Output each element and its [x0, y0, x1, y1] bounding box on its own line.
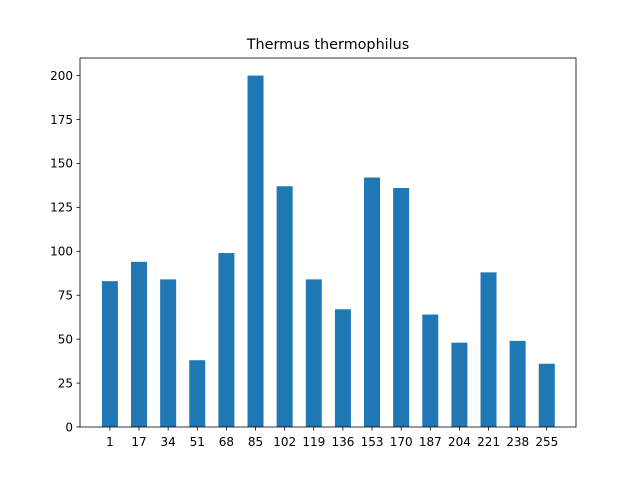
bar-34	[160, 279, 177, 427]
y-tick-label-100: 100	[50, 245, 73, 259]
y-tick-label-50: 50	[58, 332, 73, 346]
bar-238	[509, 340, 526, 427]
bar-1	[101, 281, 118, 427]
x-tick-label-51: 51	[190, 435, 205, 449]
x-tick-label-136: 136	[331, 435, 354, 449]
y-tick-label-0: 0	[65, 420, 73, 434]
bar-170	[393, 188, 410, 427]
chart-title: Thermus thermophilus	[246, 37, 410, 53]
bar-68	[218, 253, 235, 427]
bar-102	[276, 186, 293, 427]
x-tick-label-1: 1	[106, 435, 114, 449]
bar-221	[480, 272, 497, 427]
x-tick-label-17: 17	[131, 435, 146, 449]
x-tick-label-187: 187	[419, 435, 442, 449]
bar-255	[538, 363, 555, 427]
bar-187	[422, 314, 439, 427]
x-tick-label-204: 204	[448, 435, 471, 449]
y-tick-label-125: 125	[50, 201, 73, 215]
x-tick-label-34: 34	[161, 435, 176, 449]
y-tick-label-25: 25	[58, 376, 73, 390]
x-tick-label-68: 68	[219, 435, 234, 449]
bar-51	[189, 360, 206, 427]
bar-17	[131, 261, 148, 427]
bar-136	[334, 309, 351, 427]
y-tick-label-75: 75	[58, 289, 73, 303]
bar-204	[451, 342, 468, 427]
x-tick-label-238: 238	[506, 435, 529, 449]
x-tick-label-221: 221	[477, 435, 500, 449]
bar-119	[305, 279, 322, 427]
x-tick-label-119: 119	[302, 435, 325, 449]
y-tick-label-175: 175	[50, 113, 73, 127]
x-tick-label-170: 170	[390, 435, 413, 449]
bar-85	[247, 75, 264, 427]
plot-frame	[79, 57, 577, 428]
x-tick-label-85: 85	[248, 435, 263, 449]
y-tick-label-150: 150	[50, 157, 73, 171]
x-tick-label-102: 102	[273, 435, 296, 449]
bars-layer	[101, 75, 555, 427]
x-tick-label-255: 255	[535, 435, 558, 449]
bar-153	[364, 177, 381, 427]
y-tick-label-200: 200	[50, 69, 73, 83]
x-tick-label-153: 153	[361, 435, 384, 449]
